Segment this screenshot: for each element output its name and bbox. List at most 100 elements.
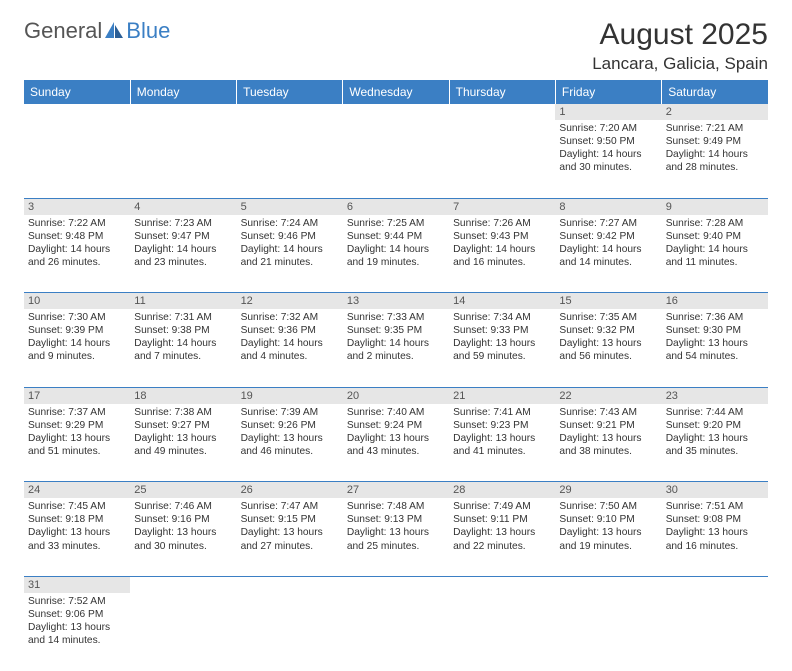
calendar-body: 12 Sunrise: 7:20 AMSunset: 9:50 PMDayligh… <box>24 104 768 671</box>
daylight-text: Daylight: 13 hours and 46 minutes. <box>241 432 339 458</box>
daylight-text: Daylight: 13 hours and 25 minutes. <box>347 526 445 552</box>
day-cell: Sunrise: 7:25 AMSunset: 9:44 PMDaylight:… <box>343 215 449 293</box>
daynum-row: 17181920212223 <box>24 387 768 404</box>
day-number: 12 <box>237 293 343 310</box>
dayname-header-row: SundayMondayTuesdayWednesdayThursdayFrid… <box>24 80 768 104</box>
daylight-text: Daylight: 13 hours and 30 minutes. <box>134 526 232 552</box>
day-cell: Sunrise: 7:51 AMSunset: 9:08 PMDaylight:… <box>662 498 768 576</box>
day-number: 18 <box>130 387 236 404</box>
day-number: 11 <box>130 293 236 310</box>
week-row: Sunrise: 7:22 AMSunset: 9:48 PM Daylight:… <box>24 215 768 293</box>
day-cell: Sunrise: 7:45 AMSunset: 9:18 PMDaylight:… <box>24 498 130 576</box>
day-cell: Sunrise: 7:50 AMSunset: 9:10 PMDaylight:… <box>555 498 661 576</box>
sunrise-text: Sunrise: 7:48 AM <box>347 500 445 513</box>
day-cell: Sunrise: 7:36 AMSunset: 9:30 PMDaylight:… <box>662 309 768 387</box>
sunset-text: Sunset: 9:42 PM <box>559 230 657 243</box>
day-cell: Sunrise: 7:43 AMSunset: 9:21 PMDaylight:… <box>555 404 661 482</box>
day-number <box>130 104 236 120</box>
day-header: Monday <box>130 80 236 104</box>
sunrise-text: Sunrise: 7:22 AM <box>28 217 126 230</box>
day-number: 14 <box>449 293 555 310</box>
day-number <box>343 576 449 593</box>
day-number: 3 <box>24 198 130 215</box>
sunset-text: Sunset: 9:23 PM <box>453 419 551 432</box>
day-cell <box>130 120 236 198</box>
day-cell: Sunrise: 7:41 AMSunset: 9:23 PMDaylight:… <box>449 404 555 482</box>
day-number: 22 <box>555 387 661 404</box>
day-cell: Sunrise: 7:40 AMSunset: 9:24 PMDaylight:… <box>343 404 449 482</box>
day-cell: Sunrise: 7:22 AMSunset: 9:48 PMDaylight:… <box>24 215 130 293</box>
sunrise-text: Sunrise: 7:24 AM <box>241 217 339 230</box>
day-number: 19 <box>237 387 343 404</box>
sunrise-text: Sunrise: 7:27 AM <box>559 217 657 230</box>
sunrise-text: Sunrise: 7:20 AM <box>559 122 657 135</box>
day-number <box>449 104 555 120</box>
daylight-text: Daylight: 13 hours and 14 minutes. <box>28 621 126 647</box>
sunrise-text: Sunrise: 7:33 AM <box>347 311 445 324</box>
sunset-text: Sunset: 9:44 PM <box>347 230 445 243</box>
sunset-text: Sunset: 9:24 PM <box>347 419 445 432</box>
sunset-text: Sunset: 9:39 PM <box>28 324 126 337</box>
day-cell: Sunrise: 7:34 AMSunset: 9:33 PMDaylight:… <box>449 309 555 387</box>
day-cell: Sunrise: 7:30 AMSunset: 9:39 PMDaylight:… <box>24 309 130 387</box>
daynum-row: 3456789 <box>24 198 768 215</box>
sunset-text: Sunset: 9:11 PM <box>453 513 551 526</box>
day-number: 7 <box>449 198 555 215</box>
day-cell <box>662 593 768 671</box>
day-number: 26 <box>237 482 343 499</box>
month-title: August 2025 <box>592 18 768 52</box>
daylight-text: Daylight: 13 hours and 38 minutes. <box>559 432 657 458</box>
day-cell <box>449 120 555 198</box>
sunrise-text: Sunrise: 7:37 AM <box>28 406 126 419</box>
daylight-text: Daylight: 13 hours and 16 minutes. <box>666 526 764 552</box>
calendar-page: General Blue August 2025 Lancara, Galici… <box>0 0 792 671</box>
week-row: Sunrise: 7:20 AMSunset: 9:50 PMDaylight:… <box>24 120 768 198</box>
day-number: 17 <box>24 387 130 404</box>
sunrise-text: Sunrise: 7:40 AM <box>347 406 445 419</box>
day-number: 2 <box>662 104 768 120</box>
week-row: Sunrise: 7:30 AMSunset: 9:39 PMDaylight:… <box>24 309 768 387</box>
day-number: 8 <box>555 198 661 215</box>
day-number: 5 <box>237 198 343 215</box>
day-number: 25 <box>130 482 236 499</box>
sunrise-text: Sunrise: 7:44 AM <box>666 406 764 419</box>
day-header: Wednesday <box>343 80 449 104</box>
daylight-text: Daylight: 14 hours and 9 minutes. <box>28 337 126 363</box>
day-number: 27 <box>343 482 449 499</box>
sunset-text: Sunset: 9:38 PM <box>134 324 232 337</box>
day-cell: Sunrise: 7:44 AMSunset: 9:20 PMDaylight:… <box>662 404 768 482</box>
daylight-text: Daylight: 14 hours and 7 minutes. <box>134 337 232 363</box>
day-number: 28 <box>449 482 555 499</box>
daylight-text: Daylight: 13 hours and 59 minutes. <box>453 337 551 363</box>
day-number <box>24 104 130 120</box>
day-cell: Sunrise: 7:38 AMSunset: 9:27 PMDaylight:… <box>130 404 236 482</box>
sunrise-text: Sunrise: 7:39 AM <box>241 406 339 419</box>
day-cell: Sunrise: 7:23 AMSunset: 9:47 PMDaylight:… <box>130 215 236 293</box>
day-cell <box>449 593 555 671</box>
page-header: General Blue August 2025 Lancara, Galici… <box>24 18 768 74</box>
day-cell <box>343 120 449 198</box>
sunset-text: Sunset: 9:35 PM <box>347 324 445 337</box>
day-cell: Sunrise: 7:46 AMSunset: 9:16 PMDaylight:… <box>130 498 236 576</box>
location-text: Lancara, Galicia, Spain <box>592 54 768 74</box>
day-cell: Sunrise: 7:27 AMSunset: 9:42 PMDaylight:… <box>555 215 661 293</box>
week-row: Sunrise: 7:37 AMSunset: 9:29 PM Daylight:… <box>24 404 768 482</box>
day-cell <box>237 120 343 198</box>
sunrise-text: Sunrise: 7:23 AM <box>134 217 232 230</box>
day-number: 9 <box>662 198 768 215</box>
sunset-text: Sunset: 9:29 PM <box>28 419 126 432</box>
day-cell: Sunrise: 7:39 AMSunset: 9:26 PMDaylight:… <box>237 404 343 482</box>
day-cell: Sunrise: 7:37 AMSunset: 9:29 PMDaylight:… <box>24 404 130 482</box>
sunset-text: Sunset: 9:26 PM <box>241 419 339 432</box>
sunset-text: Sunset: 9:48 PM <box>28 230 126 243</box>
sunset-text: Sunset: 9:32 PM <box>559 324 657 337</box>
day-number: 29 <box>555 482 661 499</box>
sunset-text: Sunset: 9:43 PM <box>453 230 551 243</box>
daylight-text: Daylight: 14 hours and 28 minutes. <box>666 148 764 174</box>
day-cell: Sunrise: 7:49 AMSunset: 9:11 PMDaylight:… <box>449 498 555 576</box>
daylight-text: Daylight: 13 hours and 41 minutes. <box>453 432 551 458</box>
daylight-text: Daylight: 14 hours and 16 minutes. <box>453 243 551 269</box>
day-number <box>130 576 236 593</box>
sunset-text: Sunset: 9:08 PM <box>666 513 764 526</box>
sunrise-text: Sunrise: 7:21 AM <box>666 122 764 135</box>
